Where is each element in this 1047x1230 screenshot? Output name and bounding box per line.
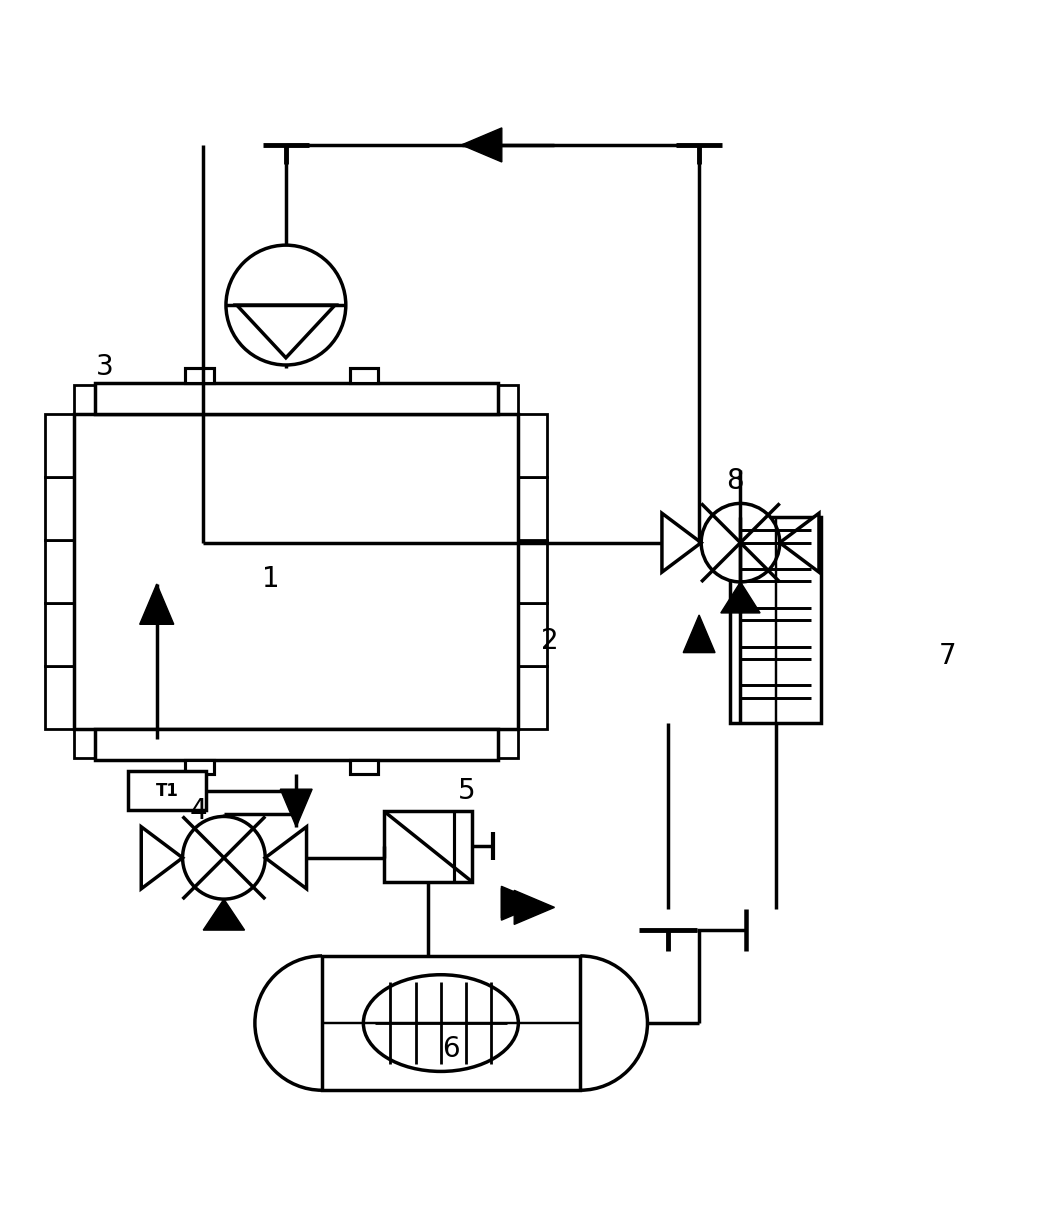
Circle shape: [226, 245, 346, 365]
Bar: [340, 385, 429, 413]
Bar: [251, 728, 340, 758]
Bar: [163, 728, 251, 758]
Bar: [74, 728, 163, 758]
Polygon shape: [720, 582, 760, 613]
Bar: [384, 812, 472, 882]
Text: 3: 3: [96, 353, 114, 381]
Text: 2: 2: [540, 627, 558, 654]
Bar: [95, 728, 497, 760]
Bar: [518, 413, 548, 476]
Bar: [163, 385, 251, 413]
Bar: [350, 368, 378, 383]
Text: 5: 5: [458, 776, 475, 804]
Bar: [74, 385, 163, 413]
Bar: [45, 665, 74, 728]
Bar: [45, 540, 74, 603]
Bar: [730, 517, 821, 723]
Polygon shape: [139, 584, 174, 625]
Bar: [518, 540, 548, 603]
Text: T1: T1: [156, 781, 179, 800]
Polygon shape: [502, 888, 539, 920]
Polygon shape: [780, 513, 819, 572]
Polygon shape: [281, 790, 312, 827]
Bar: [518, 665, 548, 728]
Bar: [518, 603, 548, 665]
Bar: [185, 760, 214, 774]
Text: 4: 4: [190, 797, 207, 825]
Text: 1: 1: [262, 565, 280, 593]
Text: 6: 6: [443, 1034, 460, 1063]
Polygon shape: [662, 513, 701, 572]
Bar: [129, 771, 206, 811]
Bar: [340, 728, 429, 758]
Bar: [429, 385, 518, 413]
Polygon shape: [502, 887, 539, 918]
Circle shape: [182, 817, 265, 899]
Bar: [518, 476, 548, 540]
Bar: [74, 413, 518, 728]
Ellipse shape: [363, 974, 518, 1071]
Polygon shape: [141, 827, 182, 889]
Text: 8: 8: [727, 466, 744, 494]
Bar: [45, 476, 74, 540]
Bar: [45, 603, 74, 665]
Circle shape: [701, 503, 780, 582]
Polygon shape: [684, 615, 715, 653]
Polygon shape: [514, 891, 555, 925]
Bar: [251, 385, 340, 413]
Bar: [429, 728, 518, 758]
Polygon shape: [203, 899, 245, 930]
Bar: [322, 956, 580, 1090]
Polygon shape: [462, 128, 502, 162]
Text: 7: 7: [938, 642, 956, 670]
Bar: [95, 383, 497, 413]
Bar: [350, 760, 378, 774]
Bar: [45, 413, 74, 476]
Bar: [185, 368, 214, 383]
Polygon shape: [237, 305, 335, 358]
Polygon shape: [265, 827, 307, 889]
